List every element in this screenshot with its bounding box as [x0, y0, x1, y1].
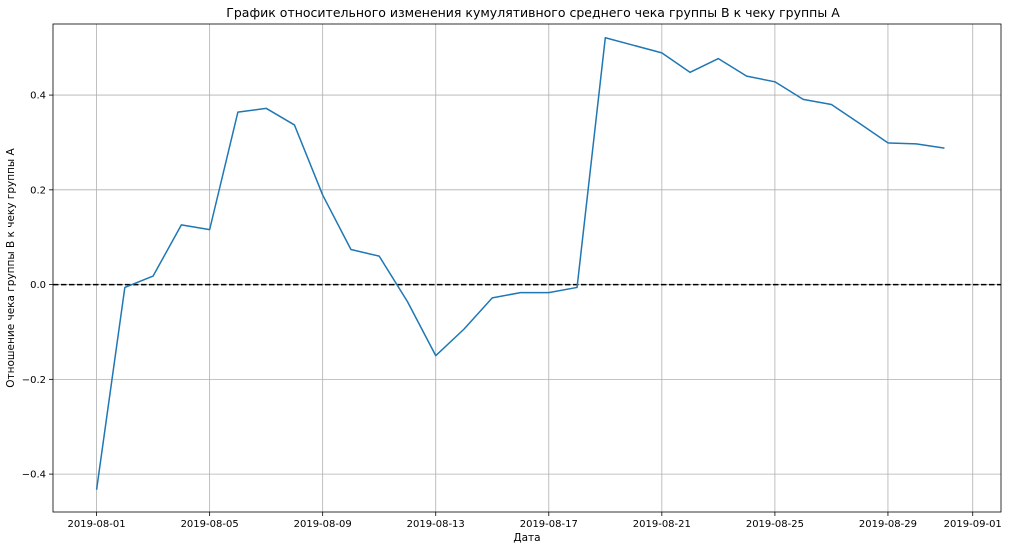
y-tick-label: 0.0 — [30, 280, 46, 291]
y-axis-label: Отношение чека группы B к чеку группы A — [5, 147, 17, 387]
chart-title: График относительного изменения кумуляти… — [226, 5, 840, 20]
y-tick-label: 0.2 — [30, 185, 46, 196]
x-axis-label: Дата — [513, 532, 540, 544]
x-tick-label: 2019-08-09 — [294, 519, 352, 530]
x-tick-label: 2019-08-13 — [407, 519, 465, 530]
series-group — [95, 36, 945, 490]
y-axis-ticks: −0.4 −0.2 0.0 0.2 0.4 — [22, 91, 53, 481]
grid — [53, 24, 1001, 512]
plot-frame — [52, 23, 1002, 513]
y-tick-label: 0.4 — [30, 91, 46, 102]
x-tick-label: 2019-08-05 — [181, 519, 239, 530]
x-axis-ticks: 2019-08-01 2019-08-05 2019-08-09 2019-08-13… — [68, 512, 1002, 530]
x-tick-label: 2019-08-21 — [633, 519, 691, 530]
y-tick-label: −0.4 — [22, 470, 46, 481]
series-line — [95, 36, 945, 490]
x-tick-label: 2019-08-29 — [859, 519, 917, 530]
x-tick-label: 2019-09-01 — [944, 519, 1002, 530]
x-tick-label: 2019-08-01 — [68, 519, 126, 530]
y-tick-label: −0.2 — [22, 375, 46, 386]
x-tick-label: 2019-08-17 — [520, 519, 578, 530]
x-tick-label: 2019-08-25 — [746, 519, 804, 530]
